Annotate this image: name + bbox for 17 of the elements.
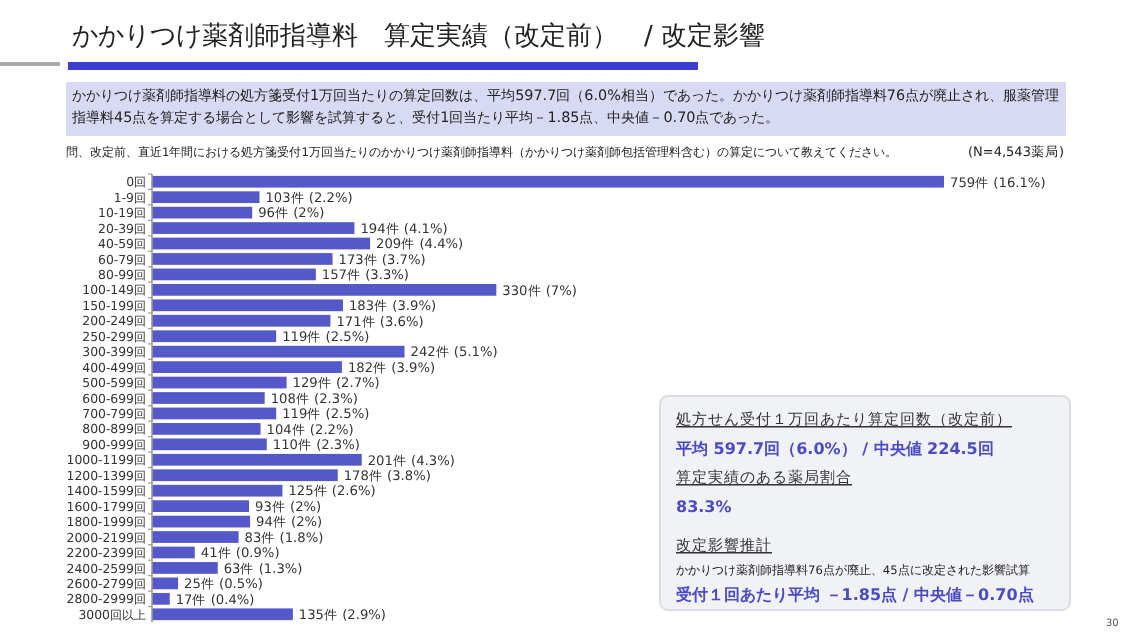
bar	[152, 206, 253, 219]
annotation: 受付１回あたり平均 －1.85点 / 中央値－0.70点	[674, 586, 1034, 604]
bar	[152, 546, 195, 559]
bar	[152, 222, 355, 234]
bar	[152, 577, 179, 590]
bar	[152, 407, 277, 420]
bar	[152, 562, 218, 574]
bar	[152, 531, 239, 543]
bar	[152, 515, 251, 528]
bar	[152, 268, 316, 281]
bar	[152, 237, 371, 250]
bar	[152, 376, 287, 389]
chart-title: かかりつけ薬剤師指導料 算定実績（改定前） / 改定影響	[72, 20, 766, 52]
bar	[152, 253, 333, 265]
annotation: 平均 597.7回（6.0%） / 中央値 224.5回	[674, 440, 994, 458]
bar	[152, 392, 265, 404]
annotation: 83.3%	[676, 498, 732, 516]
